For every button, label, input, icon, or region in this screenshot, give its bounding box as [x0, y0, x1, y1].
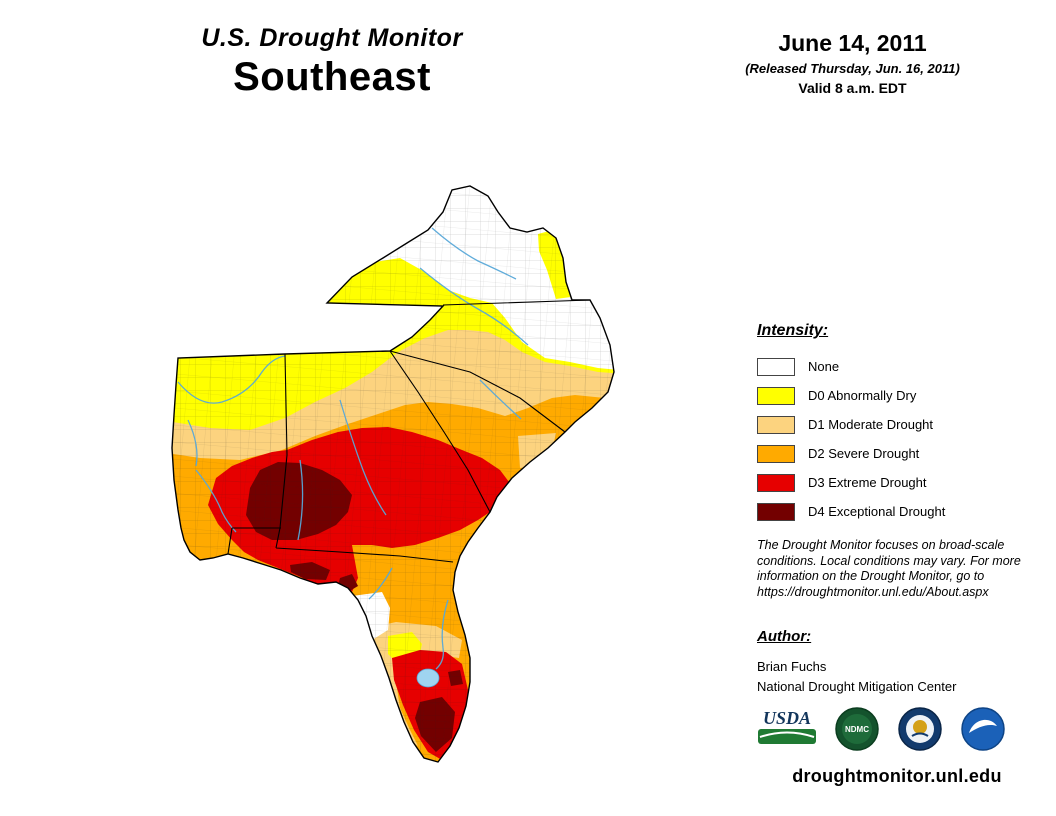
usda-logo-text: USDA: [763, 708, 811, 728]
usda-logo: USDA: [757, 707, 817, 756]
legend-label: D2 Severe Drought: [808, 446, 920, 461]
legend-swatch-d1: [757, 415, 795, 434]
legend-swatch-none: [757, 357, 795, 376]
author-name: Brian Fuchs: [757, 659, 827, 674]
legend-item-none: None: [757, 352, 1042, 381]
legend-item-d4: D4 Exceptional Drought: [757, 497, 1042, 526]
date-block: June 14, 2011 (Released Thursday, Jun. 1…: [735, 30, 970, 96]
disclaimer-text: The Drought Monitor focuses on broad-sca…: [757, 538, 1021, 599]
valid-time: Valid 8 a.m. EDT: [798, 80, 907, 96]
legend-item-d0: D0 Abnormally Dry: [757, 381, 1042, 410]
rivers: [177, 227, 529, 670]
released-date: (Released Thursday, Jun. 16, 2011): [745, 61, 960, 76]
state-borders: [227, 299, 591, 563]
legend-item-d1: D1 Moderate Drought: [757, 410, 1042, 439]
region-title: Southeast: [233, 55, 431, 99]
legend-item-d2: D2 Severe Drought: [757, 439, 1042, 468]
legend-swatch-d2: [757, 444, 795, 463]
title-block: U.S. Drought Monitor Southeast: [182, 24, 482, 100]
ndmc-logo: NDMC: [834, 706, 880, 757]
website-url: droughtmonitor.unl.edu: [792, 766, 1002, 786]
legend-swatch-d0: [757, 386, 795, 405]
legend-label: D4 Exceptional Drought: [808, 504, 946, 519]
ndmc-logo-text: NDMC: [845, 725, 869, 734]
agency-logo-row: USDA NDMC: [757, 706, 1037, 757]
commerce-seal-logo: [897, 706, 943, 757]
author-heading: Author:: [757, 628, 812, 645]
legend-heading: Intensity:: [757, 322, 829, 339]
intensity-legend: Intensity: None D0 Abnormally Dry D1 Mod…: [757, 322, 1042, 526]
map-date: June 14, 2011: [778, 30, 927, 56]
legend-item-d3: D3 Extreme Drought: [757, 468, 1042, 497]
author-block: Author: Brian Fuchs National Drought Mit…: [757, 628, 1037, 696]
noaa-logo: [960, 706, 1006, 757]
author-organization: National Drought Mitigation Center: [757, 678, 957, 694]
legend-swatch-d3: [757, 473, 795, 492]
drought-intensity-layers: [172, 186, 614, 762]
lake-okeechobee: [416, 668, 440, 688]
legend-label: D3 Extreme Drought: [808, 475, 927, 490]
legend-swatch-d4: [757, 502, 795, 521]
legend-label: D0 Abnormally Dry: [808, 388, 917, 403]
legend-label: D1 Moderate Drought: [808, 417, 934, 432]
page-title: U.S. Drought Monitor: [201, 24, 463, 52]
legend-label: None: [808, 359, 840, 374]
